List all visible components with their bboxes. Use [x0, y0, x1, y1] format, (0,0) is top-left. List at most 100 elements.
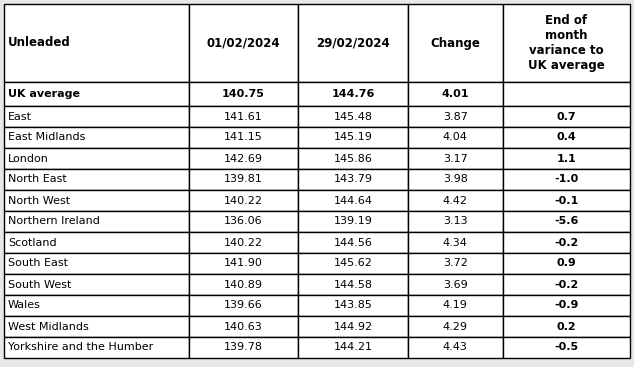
Bar [503, 211, 630, 232]
Bar [503, 295, 630, 316]
Text: Unleaded: Unleaded [8, 36, 71, 50]
Bar [503, 127, 630, 148]
Text: Yorkshire and the Humber: Yorkshire and the Humber [8, 342, 153, 352]
Bar [189, 337, 298, 358]
Text: 143.79: 143.79 [333, 174, 373, 185]
Text: 3.13: 3.13 [443, 217, 468, 226]
Text: 140.63: 140.63 [224, 321, 263, 331]
Bar [189, 4, 298, 82]
Text: -0.2: -0.2 [554, 280, 579, 290]
Text: 139.81: 139.81 [224, 174, 263, 185]
Bar [4, 106, 189, 127]
Bar [503, 148, 630, 169]
Bar [189, 127, 298, 148]
Bar [408, 295, 503, 316]
Text: 141.90: 141.90 [224, 258, 263, 269]
Text: 0.4: 0.4 [557, 132, 576, 142]
Bar [4, 127, 189, 148]
Text: 4.42: 4.42 [443, 196, 468, 206]
Bar [503, 82, 630, 106]
Text: 142.69: 142.69 [224, 153, 263, 164]
Text: 145.62: 145.62 [333, 258, 372, 269]
Bar [503, 232, 630, 253]
Text: End of
month
variance to
UK average: End of month variance to UK average [528, 14, 605, 72]
Text: 139.66: 139.66 [224, 301, 263, 310]
Text: 144.21: 144.21 [333, 342, 373, 352]
Text: South East: South East [8, 258, 68, 269]
Text: 4.01: 4.01 [442, 89, 469, 99]
Text: North West: North West [8, 196, 70, 206]
Text: 139.78: 139.78 [224, 342, 263, 352]
Bar [189, 169, 298, 190]
Text: 29/02/2024: 29/02/2024 [316, 36, 390, 50]
Text: 143.85: 143.85 [333, 301, 372, 310]
Bar [189, 211, 298, 232]
Text: 140.75: 140.75 [222, 89, 265, 99]
Text: 0.7: 0.7 [557, 112, 576, 121]
Bar [298, 211, 408, 232]
Text: 3.17: 3.17 [443, 153, 468, 164]
Bar [503, 337, 630, 358]
Bar [408, 253, 503, 274]
Bar [4, 82, 189, 106]
Text: 145.48: 145.48 [333, 112, 373, 121]
Text: East: East [8, 112, 32, 121]
Bar [408, 316, 503, 337]
Bar [189, 253, 298, 274]
Bar [408, 127, 503, 148]
Bar [4, 148, 189, 169]
Bar [298, 316, 408, 337]
Text: Change: Change [430, 36, 481, 50]
Bar [298, 82, 408, 106]
Bar [408, 4, 503, 82]
Text: 144.64: 144.64 [333, 196, 373, 206]
Text: 145.19: 145.19 [333, 132, 372, 142]
Bar [189, 295, 298, 316]
Bar [4, 316, 189, 337]
Bar [189, 148, 298, 169]
Bar [4, 211, 189, 232]
Text: -0.2: -0.2 [554, 237, 579, 247]
Bar [4, 274, 189, 295]
Text: -0.1: -0.1 [554, 196, 579, 206]
Bar [408, 274, 503, 295]
Bar [189, 316, 298, 337]
Bar [4, 295, 189, 316]
Bar [189, 106, 298, 127]
Bar [4, 4, 189, 82]
Text: 144.56: 144.56 [333, 237, 372, 247]
Text: 3.98: 3.98 [443, 174, 468, 185]
Text: Wales: Wales [8, 301, 41, 310]
Text: 141.15: 141.15 [224, 132, 263, 142]
Bar [503, 4, 630, 82]
Text: 140.89: 140.89 [224, 280, 263, 290]
Bar [298, 127, 408, 148]
Text: 4.29: 4.29 [443, 321, 468, 331]
Bar [408, 106, 503, 127]
Bar [298, 169, 408, 190]
Bar [4, 190, 189, 211]
Text: West Midlands: West Midlands [8, 321, 89, 331]
Text: 144.92: 144.92 [333, 321, 373, 331]
Text: 3.72: 3.72 [443, 258, 468, 269]
Bar [4, 337, 189, 358]
Text: 1.1: 1.1 [557, 153, 576, 164]
Text: 3.69: 3.69 [443, 280, 468, 290]
Text: 0.9: 0.9 [557, 258, 576, 269]
Text: 4.19: 4.19 [443, 301, 468, 310]
Bar [408, 232, 503, 253]
Text: North East: North East [8, 174, 67, 185]
Text: South West: South West [8, 280, 72, 290]
Text: 4.34: 4.34 [443, 237, 468, 247]
Bar [408, 190, 503, 211]
Text: 140.22: 140.22 [224, 196, 263, 206]
Text: Scotland: Scotland [8, 237, 56, 247]
Bar [503, 253, 630, 274]
Text: Northern Ireland: Northern Ireland [8, 217, 100, 226]
Text: London: London [8, 153, 49, 164]
Text: 136.06: 136.06 [224, 217, 262, 226]
Text: 4.04: 4.04 [443, 132, 468, 142]
Bar [189, 274, 298, 295]
Bar [408, 82, 503, 106]
Text: UK average: UK average [8, 89, 80, 99]
